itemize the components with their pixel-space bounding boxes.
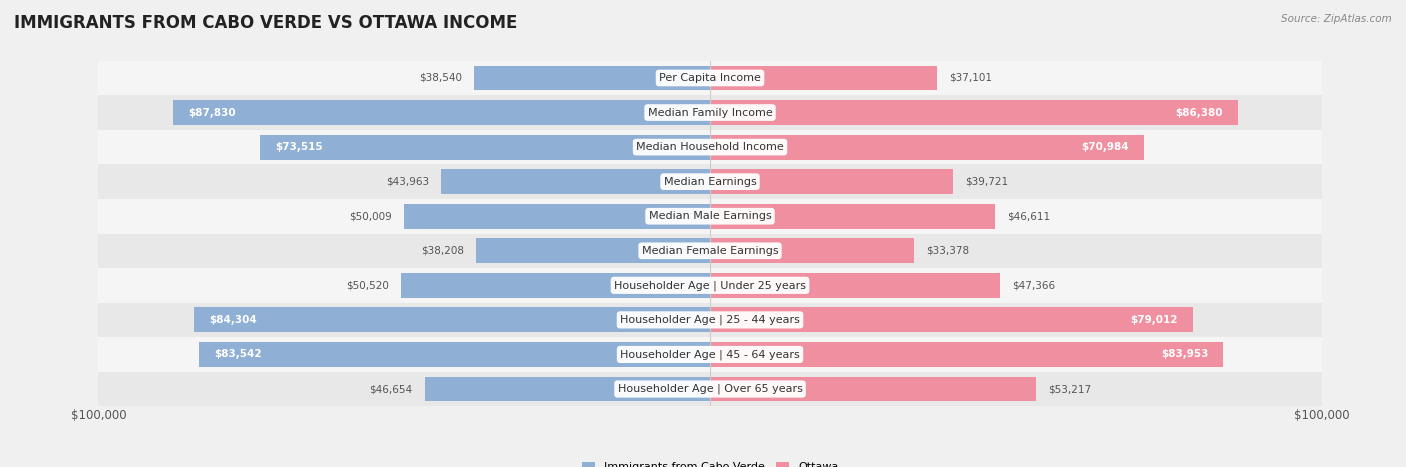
Bar (710, 376, 1035, 402)
Bar (98, 130, 1322, 164)
Text: Median Family Income: Median Family Income (648, 107, 772, 118)
Bar (194, 307, 710, 333)
Text: $47,366: $47,366 (1012, 280, 1054, 290)
Text: $70,984: $70,984 (1081, 142, 1129, 152)
Bar (441, 169, 710, 194)
Text: $79,012: $79,012 (1130, 315, 1178, 325)
Text: $83,953: $83,953 (1161, 349, 1208, 360)
Bar (710, 169, 953, 194)
Text: $33,378: $33,378 (927, 246, 970, 256)
Bar (260, 134, 710, 160)
Text: $39,721: $39,721 (965, 177, 1008, 187)
Text: $87,830: $87,830 (188, 107, 236, 118)
Text: $53,217: $53,217 (1047, 384, 1091, 394)
Bar (477, 238, 710, 263)
Text: $46,654: $46,654 (370, 384, 412, 394)
Bar (401, 273, 710, 298)
Bar (98, 337, 1322, 372)
Bar (710, 273, 1000, 298)
Bar (98, 164, 1322, 199)
Bar (98, 268, 1322, 303)
Text: Per Capita Income: Per Capita Income (659, 73, 761, 83)
Bar (173, 100, 710, 125)
Bar (710, 204, 995, 229)
Text: $86,380: $86,380 (1175, 107, 1223, 118)
Text: Householder Age | Over 65 years: Householder Age | Over 65 years (617, 384, 803, 394)
Bar (404, 204, 710, 229)
Bar (98, 303, 1322, 337)
Text: $43,963: $43,963 (385, 177, 429, 187)
Text: Source: ZipAtlas.com: Source: ZipAtlas.com (1281, 14, 1392, 24)
Text: $73,515: $73,515 (276, 142, 323, 152)
Bar (474, 65, 710, 91)
Bar (710, 65, 936, 91)
Text: $50,520: $50,520 (346, 280, 389, 290)
Bar (200, 342, 710, 367)
Text: Median Male Earnings: Median Male Earnings (648, 211, 772, 221)
Text: $46,611: $46,611 (1007, 211, 1050, 221)
Bar (710, 134, 1144, 160)
Bar (710, 307, 1194, 333)
Bar (710, 100, 1239, 125)
Bar (98, 234, 1322, 268)
Text: Householder Age | 45 - 64 years: Householder Age | 45 - 64 years (620, 349, 800, 360)
Text: Median Earnings: Median Earnings (664, 177, 756, 187)
Bar (98, 372, 1322, 406)
Text: $83,542: $83,542 (214, 349, 262, 360)
Bar (98, 61, 1322, 95)
Bar (710, 342, 1223, 367)
Bar (425, 376, 710, 402)
Text: Householder Age | Under 25 years: Householder Age | Under 25 years (614, 280, 806, 290)
Text: $38,540: $38,540 (419, 73, 463, 83)
Bar (710, 238, 914, 263)
Text: $37,101: $37,101 (949, 73, 993, 83)
Bar (98, 199, 1322, 234)
Text: Median Household Income: Median Household Income (636, 142, 785, 152)
Text: $38,208: $38,208 (422, 246, 464, 256)
Text: $84,304: $84,304 (209, 315, 257, 325)
Text: Median Female Earnings: Median Female Earnings (641, 246, 779, 256)
Text: $50,009: $50,009 (349, 211, 392, 221)
Text: Householder Age | 25 - 44 years: Householder Age | 25 - 44 years (620, 315, 800, 325)
Text: IMMIGRANTS FROM CABO VERDE VS OTTAWA INCOME: IMMIGRANTS FROM CABO VERDE VS OTTAWA INC… (14, 14, 517, 32)
Legend: Immigrants from Cabo Verde, Ottawa: Immigrants from Cabo Verde, Ottawa (578, 458, 842, 467)
Bar (98, 95, 1322, 130)
